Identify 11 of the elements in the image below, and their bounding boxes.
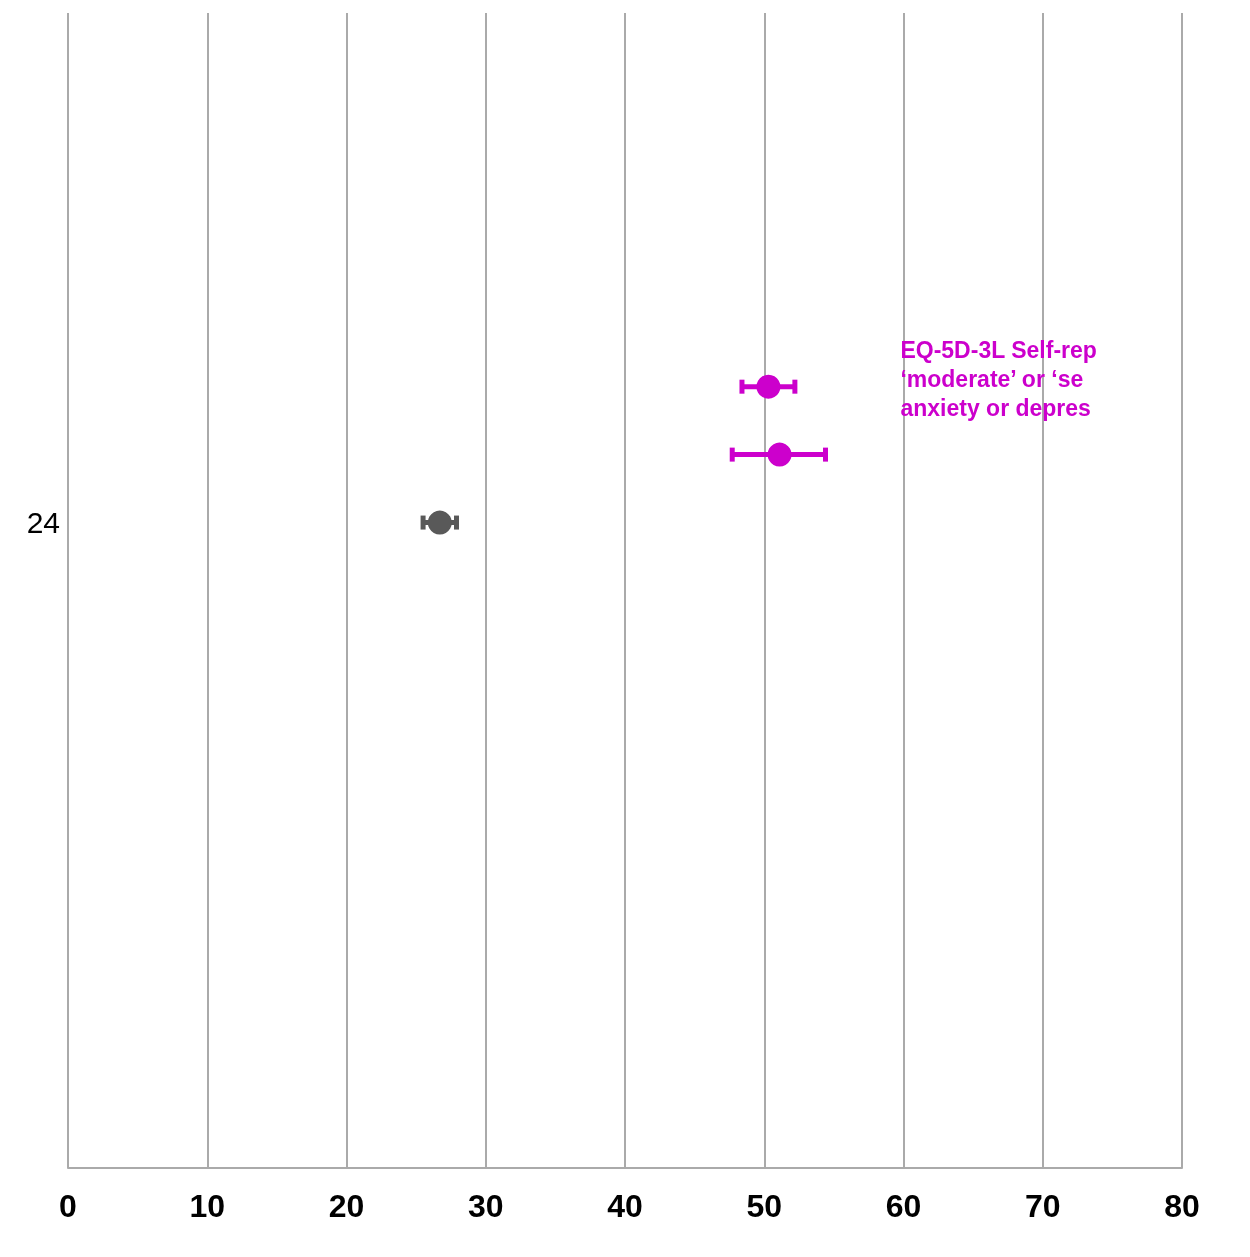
x-tick-label: 60 [885,1188,922,1224]
text: EQ-5D-3L Self-rep ‘moderate’ or ‘se anxiety or depres [900,336,1097,421]
x-tick-label: 40 [607,1188,643,1224]
y-tick-label: 24 [26,506,60,540]
x-tick-label: 30 [467,1188,504,1224]
x-tick-label: 20 [328,1188,365,1224]
x-tick-label: 80 [1164,1188,1200,1224]
x-tick-label: 70 [1024,1188,1061,1224]
x-tick-label: 10 [189,1188,226,1224]
x-tick-label: 50 [746,1188,783,1224]
x-tick-label: 0 [59,1188,77,1224]
